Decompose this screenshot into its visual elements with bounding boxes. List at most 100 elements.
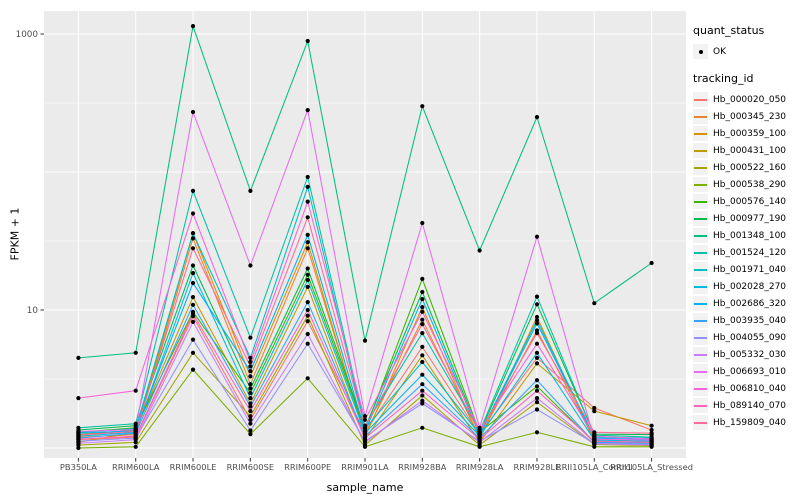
legend: quant_status OK tracking_id Hb_000020_05…	[693, 24, 799, 432]
data-point	[362, 440, 368, 445]
data-point	[305, 341, 310, 346]
legend-item-Hb_000020_050: Hb_000020_050	[693, 92, 799, 107]
x-axis-tick-label: RRIM600SE	[227, 462, 274, 472]
data-point	[477, 437, 482, 442]
data-point	[305, 319, 310, 324]
data-point	[305, 376, 310, 381]
data-point	[305, 174, 310, 180]
data-point	[420, 344, 425, 349]
data-point	[248, 188, 253, 193]
legend-item-label: Hb_000431_100	[713, 145, 787, 156]
x-axis-tick-label: RRIM600PE	[284, 462, 331, 472]
data-point	[477, 430, 482, 435]
data-point	[420, 398, 425, 403]
legend-key-line-icon	[693, 296, 708, 311]
data-point	[248, 369, 253, 374]
data-point	[133, 437, 138, 442]
legend-item-Hb_000538_290: Hb_000538_290	[693, 177, 799, 192]
data-point	[305, 331, 310, 337]
data-point	[649, 431, 654, 436]
data-point	[190, 246, 196, 251]
legend-item-Hb_004055_090: Hb_004055_090	[693, 330, 799, 345]
data-point	[420, 372, 425, 377]
legend-item-label: Hb_001524_120	[713, 247, 787, 258]
legend-item-ok: OK	[693, 44, 799, 59]
legend-key-line-icon	[693, 109, 708, 124]
data-point	[534, 321, 540, 326]
legend-item-Hb_002028_270: Hb_002028_270	[693, 279, 799, 294]
data-point	[305, 277, 310, 283]
data-point	[592, 405, 597, 411]
data-point	[248, 364, 253, 369]
data-point	[305, 108, 310, 113]
data-point	[190, 367, 196, 372]
legend-key-line-icon	[693, 313, 708, 328]
data-point	[248, 386, 253, 391]
y-axis: 1000 10	[16, 30, 44, 316]
data-point	[649, 260, 654, 266]
data-point	[592, 430, 597, 435]
legend-key-line-icon	[693, 92, 708, 107]
data-point	[534, 350, 540, 355]
legend-item-label: Hb_002028_270	[713, 281, 787, 292]
legend-item-Hb_000359_100: Hb_000359_100	[693, 126, 799, 141]
legend-key-line-icon	[693, 347, 708, 362]
data-point	[534, 361, 540, 366]
legend-title-tracking-id: tracking_id	[693, 72, 754, 85]
ok-point-key-icon	[693, 44, 708, 59]
data-point	[534, 294, 540, 299]
data-point	[248, 263, 253, 268]
data-point	[420, 359, 425, 365]
data-point	[420, 425, 425, 430]
data-point	[133, 388, 138, 393]
legend-item-label: Hb_000359_100	[713, 128, 787, 139]
data-point	[534, 430, 540, 435]
x-axis-tick-label: RRII105LA_Control	[556, 462, 633, 472]
data-point	[305, 38, 310, 44]
data-point	[649, 427, 654, 433]
data-point	[477, 444, 482, 449]
data-point	[248, 396, 253, 401]
legend-key-line-icon	[693, 177, 708, 192]
legend-item-label: Hb_000522_160	[713, 162, 787, 173]
data-point	[534, 318, 540, 323]
data-point	[592, 409, 597, 414]
data-point	[190, 311, 196, 316]
data-point	[190, 24, 196, 29]
data-point	[305, 184, 310, 189]
data-point	[76, 396, 81, 401]
legend-item-Hb_003935_040: Hb_003935_040	[693, 313, 799, 328]
data-point	[362, 338, 368, 343]
data-point	[190, 295, 196, 300]
data-point	[477, 248, 482, 253]
data-point	[649, 437, 654, 442]
data-point	[592, 301, 597, 306]
x-axis-tick-label: PB350LA	[60, 462, 97, 472]
data-point	[420, 331, 425, 336]
data-point	[305, 307, 310, 313]
legend-item-label: Hb_003935_040	[713, 315, 787, 326]
data-point	[76, 433, 81, 438]
data-point	[133, 421, 138, 426]
data-point	[190, 350, 196, 355]
data-point	[133, 444, 138, 449]
data-point	[534, 355, 540, 360]
data-point	[248, 417, 253, 422]
x-axis-tick-label: RRIM600LE	[170, 462, 217, 472]
data-point	[76, 437, 81, 442]
data-point	[362, 417, 368, 422]
data-point	[420, 353, 425, 358]
data-point	[534, 378, 540, 383]
data-point	[362, 429, 368, 434]
data-point	[248, 421, 253, 426]
legend-item-Hb_001971_040: Hb_001971_040	[693, 262, 799, 277]
data-point	[420, 104, 425, 109]
data-point	[534, 396, 540, 401]
data-point	[420, 382, 425, 387]
legend-item-label: Hb_005332_030	[713, 349, 787, 360]
data-point	[248, 391, 253, 396]
data-point	[248, 374, 253, 379]
legend-item-list: Hb_000020_050 Hb_000345_230 Hb_000359_100 H…	[693, 92, 799, 430]
data-point	[420, 309, 425, 314]
